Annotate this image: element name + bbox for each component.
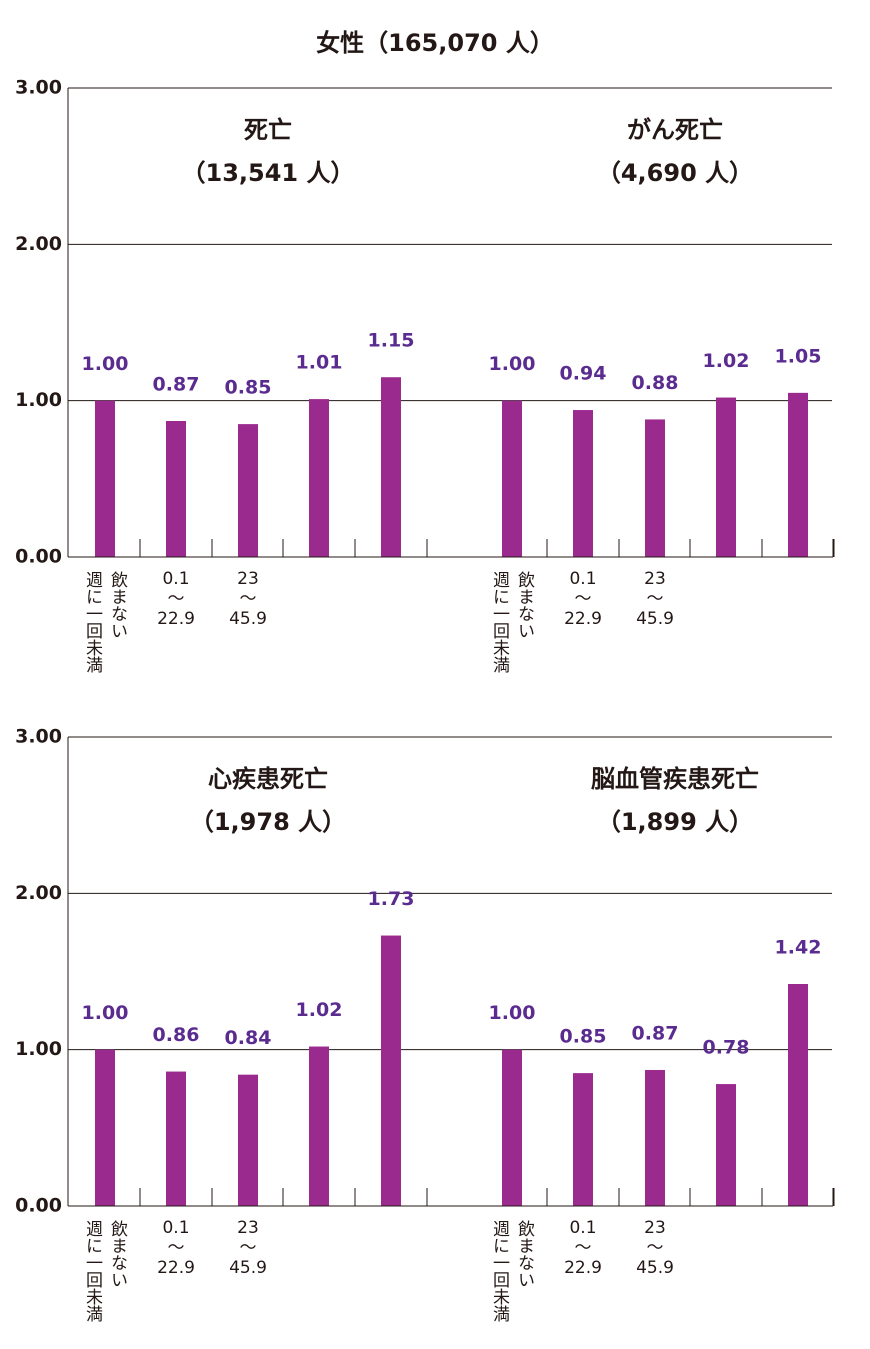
value-label: 0.84 bbox=[225, 1027, 272, 1049]
group-subtitle: （1,978 人） bbox=[190, 808, 346, 836]
chart-title: 女性（165,070 人） bbox=[316, 29, 554, 57]
bar bbox=[381, 935, 401, 1206]
x-tick-label: 23 〜 45.9 bbox=[636, 569, 674, 629]
value-label: 0.85 bbox=[225, 377, 272, 399]
value-label: 1.00 bbox=[489, 1002, 536, 1024]
value-label: 1.00 bbox=[82, 1002, 129, 1024]
bar bbox=[381, 377, 401, 557]
bar bbox=[95, 400, 115, 557]
x-tick-label: 23 〜 45.9 bbox=[229, 569, 267, 629]
y-tick-label: 0.00 bbox=[15, 1195, 62, 1217]
value-label: 0.85 bbox=[560, 1026, 607, 1048]
group-subtitle: （13,541 人） bbox=[182, 159, 355, 187]
value-label: 0.86 bbox=[153, 1024, 200, 1046]
group-title: 死亡 bbox=[244, 116, 292, 144]
bar bbox=[716, 397, 736, 557]
bar bbox=[645, 1069, 665, 1206]
value-label: 0.94 bbox=[560, 363, 607, 385]
value-label: 1.00 bbox=[82, 353, 129, 375]
x-tick-label: 週に一回未満 bbox=[82, 571, 103, 674]
y-tick-label: 3.00 bbox=[15, 726, 62, 748]
group-title: がん死亡 bbox=[627, 116, 723, 144]
bar bbox=[309, 1046, 329, 1206]
x-tick-label: 0.1 〜 22.9 bbox=[564, 1218, 602, 1278]
bar bbox=[645, 419, 665, 557]
bar bbox=[238, 424, 258, 557]
value-label: 1.00 bbox=[489, 353, 536, 375]
y-tick-label: 3.00 bbox=[15, 77, 62, 99]
x-tick-label: 週に一回未満 bbox=[82, 1220, 103, 1323]
y-tick-label: 2.00 bbox=[15, 882, 62, 904]
y-tick-label: 1.00 bbox=[15, 1038, 62, 1060]
bar bbox=[788, 392, 808, 557]
group-subtitle: （1,899 人） bbox=[597, 808, 753, 836]
x-tick-label: 飲まない bbox=[514, 1220, 535, 1288]
bar bbox=[309, 399, 329, 557]
bar bbox=[502, 1049, 522, 1206]
y-tick-label: 2.00 bbox=[15, 233, 62, 255]
bar bbox=[166, 420, 186, 557]
x-tick-label: 23 〜 45.9 bbox=[229, 1218, 267, 1278]
x-tick-label: 飲まない bbox=[107, 571, 128, 639]
value-label: 1.02 bbox=[703, 350, 750, 372]
value-label: 1.05 bbox=[775, 345, 822, 367]
value-label: 1.42 bbox=[775, 937, 822, 959]
y-tick-label: 0.00 bbox=[15, 546, 62, 568]
group-subtitle: （4,690 人） bbox=[597, 159, 753, 187]
bar bbox=[788, 984, 808, 1206]
bar bbox=[573, 1073, 593, 1206]
x-tick-label: 週に一回未満 bbox=[489, 571, 510, 674]
group-title: 心疾患死亡 bbox=[208, 765, 328, 793]
x-tick-label: 0.1 〜 22.9 bbox=[564, 569, 602, 629]
bar bbox=[95, 1049, 115, 1206]
group-title: 脳血管疾患死亡 bbox=[591, 765, 759, 793]
y-tick-label: 1.00 bbox=[15, 389, 62, 411]
bar bbox=[166, 1071, 186, 1206]
x-tick-label: 飲まない bbox=[107, 1220, 128, 1288]
value-label: 0.78 bbox=[703, 1037, 750, 1059]
bar bbox=[502, 400, 522, 557]
x-tick-label: 飲まない bbox=[514, 571, 535, 639]
value-label: 0.88 bbox=[632, 372, 679, 394]
bar bbox=[716, 1084, 736, 1206]
value-label: 0.87 bbox=[153, 373, 200, 395]
x-tick-label: 23 〜 45.9 bbox=[636, 1218, 674, 1278]
value-label: 0.87 bbox=[632, 1022, 679, 1044]
x-tick-label: 週に一回未満 bbox=[489, 1220, 510, 1323]
bar bbox=[238, 1074, 258, 1206]
value-label: 1.02 bbox=[296, 999, 343, 1021]
x-tick-label: 0.1 〜 22.9 bbox=[157, 1218, 195, 1278]
value-label: 1.73 bbox=[368, 888, 415, 910]
value-label: 1.15 bbox=[368, 330, 415, 352]
x-tick-label: 0.1 〜 22.9 bbox=[157, 569, 195, 629]
value-label: 1.01 bbox=[296, 352, 343, 374]
bar bbox=[573, 410, 593, 557]
